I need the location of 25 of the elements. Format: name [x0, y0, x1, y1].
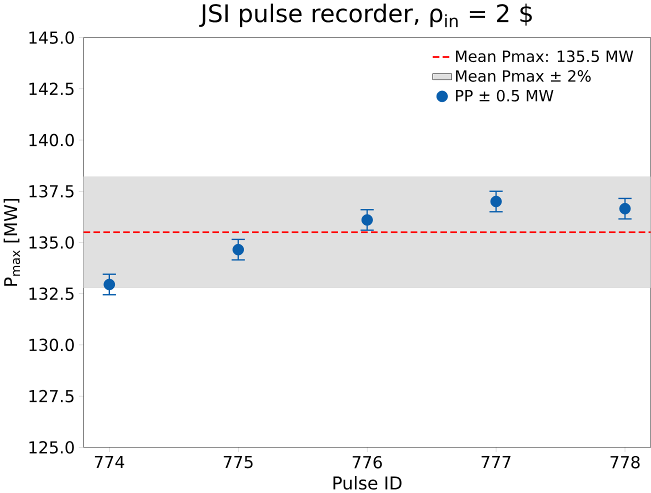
point [104, 278, 116, 290]
legend-label: Mean Pmax ± 2% [456, 70, 591, 82]
point [232, 244, 244, 256]
x-tick-label: 776 [352, 456, 382, 468]
y-tick-label: 130.0 [29, 338, 74, 352]
x-tick-label: 774 [94, 456, 124, 468]
legend-label: PP ± 0.5 MW [456, 90, 554, 102]
point [619, 202, 631, 214]
y-tick-label: 142.5 [29, 82, 74, 95]
y-tick-label: 135.0 [29, 236, 74, 249]
y-tick-label: 125.0 [29, 440, 74, 454]
y-tick-label: 137.5 [29, 184, 74, 198]
x-tick-label: 777 [482, 456, 510, 468]
point [490, 196, 502, 208]
x-axis-title: Pulse ID [334, 476, 402, 490]
y-axis-title: P$_{max}$ [MW] [4, 198, 20, 286]
chart-title: JSI pulse recorder, ρ$_{in}$ = 2 $ [199, 4, 532, 27]
x-tick-label: 778 [610, 456, 640, 468]
y-tick-label: 127.5 [29, 390, 74, 402]
y-tick-label: 140.0 [29, 134, 74, 146]
y-tick-label: 145.0 [29, 31, 74, 44]
point [361, 214, 373, 226]
y-tick-label: 132.5 [29, 287, 74, 300]
legend-label: Mean Pmax: 135.5 MW [456, 50, 634, 62]
x-tick-label: 775 [224, 456, 253, 468]
